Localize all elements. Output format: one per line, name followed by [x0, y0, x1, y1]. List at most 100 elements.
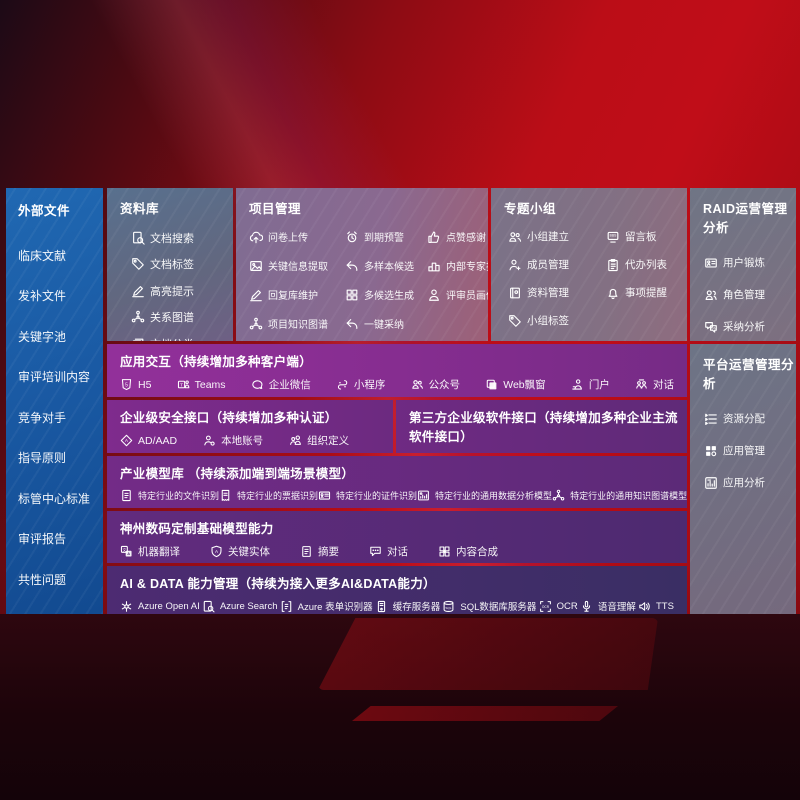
data-book-icon [508, 286, 522, 300]
tts-speaker-icon [638, 600, 651, 613]
feature-item: 摘要 [300, 544, 339, 559]
doc-library-section: 资料库 文档搜索文档标签高亮提示关系图谱文档分类 [107, 188, 233, 341]
thirdparty-interface-title: 第三方企业级软件接口（持续增加多种企业主流软件接口） [409, 411, 678, 444]
web-window-icon [485, 378, 498, 391]
feature-item: QA 采纳分析 [704, 319, 796, 334]
bbs-board-icon: BBS [606, 230, 620, 244]
feature-item-label: 特定行业的证件识别 [336, 491, 418, 501]
feature-item-label: 到期预警 [364, 233, 404, 244]
feature-item: 小程序 [336, 377, 385, 392]
feature-item: A AD/AAD [120, 434, 177, 447]
svg-text:文: 文 [123, 547, 127, 552]
qa-chat-icon: QA [704, 320, 718, 334]
feature-item: A 关键实体 [210, 544, 270, 559]
feature-item: 资料管理 [508, 285, 606, 300]
feature-item-label: OCR [556, 600, 578, 612]
feature-item: 5 H5 [120, 378, 151, 391]
feature-item-label: 点赞感谢 [446, 233, 486, 244]
highlight-pen-icon [131, 284, 145, 298]
feature-item-label: 资料管理 [527, 287, 569, 299]
feature-item-label: 资源分配 [723, 413, 765, 425]
teams-icon: T [177, 378, 190, 391]
feature-item: 角色管理 [704, 287, 796, 302]
feature-item: 应用分析 [704, 475, 796, 490]
feature-item: 文档搜索 [131, 230, 233, 246]
feature-item-label: 问卷上传 [268, 233, 308, 244]
raid-ops-analysis-title: RAID运营管理分析 [703, 202, 788, 235]
feature-item: T Teams [177, 378, 226, 391]
project-management-title: 项目管理 [249, 202, 302, 216]
topic-groups-title: 专题小组 [504, 202, 557, 216]
external-files-title: 外部文件 [18, 204, 71, 218]
user-badge-icon [704, 256, 718, 270]
thirdparty-interface-row: 第三方企业级软件接口（持续增加多种企业主流软件接口） API自动化设计器 [396, 400, 687, 453]
svg-text:A: A [125, 438, 128, 443]
svg-text:A: A [215, 549, 219, 554]
feature-item: 问卷上传 [249, 229, 345, 244]
feature-item-label: 代办列表 [625, 259, 667, 271]
alarm-warning-icon [345, 230, 359, 244]
cache-server-icon [375, 600, 388, 613]
feature-item: 一键采纳 [345, 316, 427, 331]
feature-item-label: 应用管理 [723, 445, 765, 457]
file-doc-icon [120, 489, 133, 502]
feature-item: 门户 [571, 377, 610, 392]
role-people-icon [704, 288, 718, 302]
feature-item: 对话 [635, 377, 674, 392]
feature-item-label: 本地账号 [221, 435, 264, 447]
feature-item: 成员管理 [508, 257, 606, 272]
feature-item: 小组建立 [508, 229, 606, 244]
feature-item: Azure Search [202, 600, 278, 613]
feature-item-label: 特定行业的票据识别 [237, 491, 319, 501]
receipt-icon [219, 489, 232, 502]
group-people-icon [508, 230, 522, 244]
feature-item-label: 多样本候选 [364, 262, 414, 273]
feature-item: 文档标签 [131, 256, 233, 272]
feature-item: 到期预警 [345, 229, 427, 244]
feature-item-label: TTS [655, 600, 674, 612]
feature-item: 缓存服务器 [375, 599, 441, 613]
feature-item: 竞争对手 [18, 409, 103, 426]
doc-search-icon [131, 231, 145, 245]
feature-item-label: 关键字池 [18, 329, 67, 344]
feature-item: Web飘窗 [485, 377, 546, 392]
feature-item: TTS [638, 600, 674, 613]
feature-item: 特定行业的通用知识图谱模型 [552, 489, 687, 502]
feature-item: 关键信息提取 [249, 258, 345, 273]
feature-item-label: 标管中心标准 [18, 491, 91, 506]
feature-item-label: 项目知识图谱 [268, 320, 328, 331]
dialog-people-icon [635, 378, 648, 391]
feature-item-label: 成员管理 [527, 259, 569, 271]
feature-item-label: 缓存服务器 [392, 602, 441, 613]
ai-data-capability-title: AI & DATA 能力管理（持续为接入更多AI&DATA能力） [120, 577, 436, 591]
topic-groups-section: 专题小组 小组建立 BBS 留言板 成员管理 代办列表 资料管理 事项提醒 小组标签 [491, 188, 687, 341]
feature-item-label: Azure 表单识别器 [297, 602, 373, 613]
knowledge-graph-icon [249, 317, 263, 331]
monitor-stand-silhouette [352, 706, 618, 721]
org-people-icon [289, 434, 302, 447]
feature-item-label: 一键采纳 [364, 320, 404, 331]
feature-item: 评审员画像 [427, 287, 488, 302]
form-recognizer-icon [280, 600, 293, 613]
openai-icon [120, 600, 133, 613]
feature-item-label: 企业微信 [268, 379, 311, 391]
svg-text:T: T [180, 382, 183, 388]
feature-item-label: 留言板 [625, 231, 657, 243]
feature-item: 语音理解 [580, 599, 636, 613]
svg-text:5: 5 [125, 383, 128, 389]
feature-item-label: 指导原则 [18, 451, 67, 465]
id-card-icon [318, 489, 331, 502]
feature-item-label: 高亮提示 [150, 285, 194, 298]
cloud-upload-icon [249, 230, 263, 244]
feature-item: 高亮提示 [131, 283, 233, 299]
remind-bell-icon [606, 286, 620, 300]
feature-item: 点赞感谢 [427, 229, 488, 244]
feature-item: 项目知识图谱 [249, 316, 345, 331]
feature-item-label: 文档搜索 [150, 232, 194, 245]
feature-item-label: 共性问题 [18, 572, 67, 587]
feature-item: 关键字池 [18, 328, 103, 345]
sql-db-icon: SQL [442, 600, 455, 613]
feature-item-label: 内部专家排名 [446, 262, 488, 273]
